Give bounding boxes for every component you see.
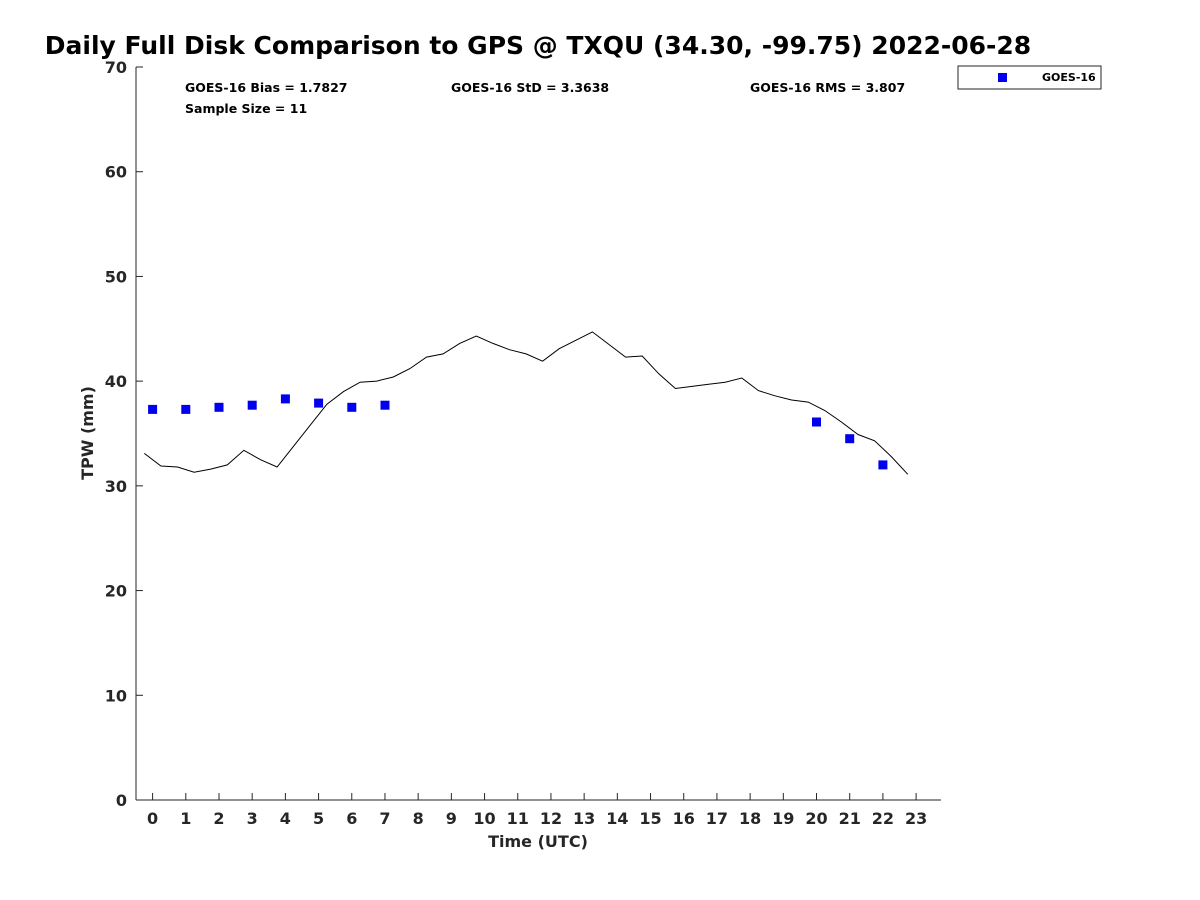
data-point-goes16 bbox=[314, 398, 324, 408]
x-tick-label: 2 bbox=[213, 809, 224, 828]
stat-std: GOES-16 StD = 3.3638 bbox=[451, 80, 609, 95]
y-tick-label: 0 bbox=[116, 791, 127, 810]
x-tick-label: 19 bbox=[772, 809, 794, 828]
x-ticks: 0 1 2 3 4 5 6 7 8 9 10 11 12 13 14 15 16 17 18 19 20 21 22 23 bbox=[147, 793, 927, 828]
x-tick-label: 6 bbox=[346, 809, 357, 828]
y-tick-label: 40 bbox=[105, 372, 127, 391]
x-tick-label: 11 bbox=[507, 809, 529, 828]
x-tick-label: 18 bbox=[739, 809, 761, 828]
x-tick-label: 21 bbox=[839, 809, 861, 828]
legend-box bbox=[957, 65, 1102, 90]
stat-bias: GOES-16 Bias = 1.7827 bbox=[185, 80, 347, 95]
data-point-goes16 bbox=[380, 400, 390, 410]
x-tick-label: 22 bbox=[872, 809, 894, 828]
x-tick-label: 0 bbox=[147, 809, 158, 828]
y-tick-label: 60 bbox=[105, 163, 127, 182]
x-tick-label: 17 bbox=[706, 809, 728, 828]
x-axis-label: Time (UTC) bbox=[488, 832, 588, 851]
stat-rms: GOES-16 RMS = 3.807 bbox=[750, 80, 905, 95]
x-tick-label: 5 bbox=[313, 809, 324, 828]
x-tick-label: 16 bbox=[673, 809, 695, 828]
series-line-1 bbox=[143, 331, 909, 475]
legend-label-goes16: GOES-16 bbox=[1042, 71, 1096, 84]
x-tick-label: 13 bbox=[573, 809, 595, 828]
legend-marker-goes16 bbox=[998, 73, 1007, 82]
y-tick-label: 20 bbox=[105, 582, 127, 601]
data-point-goes16 bbox=[878, 460, 888, 470]
data-point-goes16 bbox=[280, 394, 290, 404]
x-tick-label: 1 bbox=[180, 809, 191, 828]
y-ticks: 0 10 20 30 40 50 60 70 bbox=[105, 58, 143, 810]
x-tick-label: 9 bbox=[446, 809, 457, 828]
stat-sample-size: Sample Size = 11 bbox=[185, 101, 307, 116]
y-tick-label: 10 bbox=[105, 686, 127, 705]
x-tick-label: 14 bbox=[606, 809, 628, 828]
legend: GOES-16 bbox=[957, 65, 1102, 90]
data-point-goes16 bbox=[181, 404, 191, 414]
y-tick-label: 50 bbox=[105, 267, 127, 286]
series-markers bbox=[148, 394, 888, 470]
data-point-goes16 bbox=[214, 402, 224, 412]
data-point-goes16 bbox=[347, 402, 357, 412]
x-tick-label: 7 bbox=[379, 809, 390, 828]
x-tick-label: 8 bbox=[413, 809, 424, 828]
x-tick-label: 23 bbox=[905, 809, 927, 828]
x-tick-label: 12 bbox=[540, 809, 562, 828]
x-tick-label: 20 bbox=[805, 809, 827, 828]
x-tick-label: 3 bbox=[247, 809, 258, 828]
y-tick-label: 70 bbox=[105, 58, 127, 77]
series-lines bbox=[143, 331, 909, 475]
y-tick-label: 30 bbox=[105, 477, 127, 496]
x-tick-label: 15 bbox=[639, 809, 661, 828]
data-point-goes16 bbox=[812, 417, 821, 427]
chart-title: Daily Full Disk Comparison to GPS @ TXQU… bbox=[45, 31, 1031, 60]
data-point-goes16 bbox=[247, 400, 257, 410]
data-point-goes16 bbox=[148, 404, 158, 414]
x-tick-label: 4 bbox=[280, 809, 291, 828]
data-point-goes16 bbox=[845, 434, 855, 444]
x-tick-label: 10 bbox=[473, 809, 495, 828]
y-axis-label: TPW (mm) bbox=[78, 386, 97, 480]
